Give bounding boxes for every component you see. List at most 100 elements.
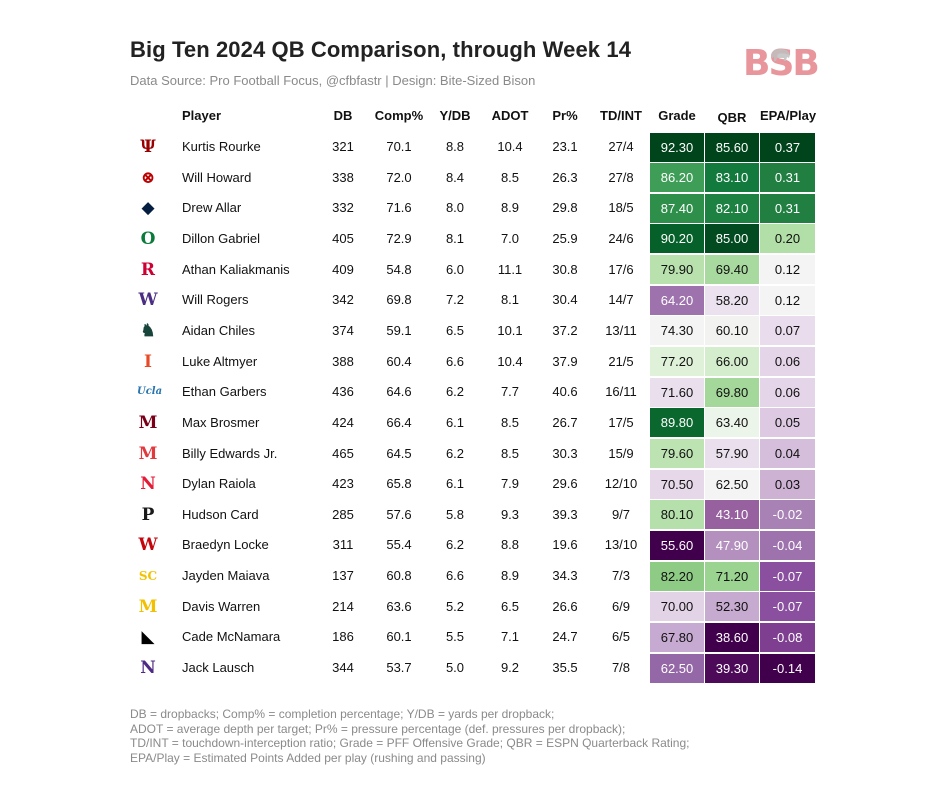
- cell-adot: 6.5: [500, 598, 520, 614]
- cell-comp: 60.4: [386, 353, 412, 369]
- cell-ydb: 6.0: [445, 261, 465, 277]
- cell-grade: 89.80: [650, 408, 704, 438]
- indiana-logo-icon: Ψ: [140, 137, 156, 157]
- cell-epa: -0.02: [760, 500, 815, 530]
- cell-db: 436: [332, 384, 354, 400]
- cell-tdint: 27/8: [608, 169, 634, 185]
- cell-qbr: 71.20: [705, 561, 759, 591]
- cell-comp: 64.6: [386, 384, 412, 400]
- cell-player: Dillon Gabriel: [182, 230, 261, 246]
- cell-db: 214: [332, 598, 354, 614]
- cell-grade: 55.60: [650, 530, 704, 560]
- northwestern-logo-icon: N: [140, 658, 156, 679]
- cell-qbr: 58.20: [705, 285, 759, 315]
- column-header-epa: EPA/Play: [760, 108, 817, 123]
- cell-comp: 55.4: [386, 537, 412, 553]
- cell-ydb: 6.1: [445, 476, 465, 492]
- nebraska-logo-icon: N: [140, 474, 156, 495]
- cell-tdint: 6/5: [611, 629, 631, 645]
- cell-tdint: 13/11: [605, 322, 637, 338]
- cell-epa: 0.31: [760, 163, 815, 193]
- cell-ydb: 5.5: [445, 629, 465, 645]
- cell-comp: 54.8: [386, 261, 412, 277]
- cell-ydb: 8.4: [445, 169, 465, 185]
- ohio-state-logo-icon: ⊗: [140, 167, 156, 188]
- cell-player: Jack Lausch: [182, 660, 255, 676]
- cell-tdint: 24/6: [608, 230, 634, 246]
- cell-player: Hudson Card: [182, 506, 259, 522]
- iowa-logo-icon: ◣: [141, 627, 155, 648]
- cell-db: 409: [332, 261, 354, 277]
- cell-tdint: 27/4: [608, 139, 634, 154]
- cell-grade: 62.50: [650, 653, 704, 683]
- cell-player: Davis Warren: [182, 598, 261, 614]
- cell-qbr: 66.00: [705, 347, 759, 377]
- cell-comp: 71.6: [386, 200, 412, 216]
- footer-line: ADOT = average depth per target; Pr% = p…: [130, 721, 626, 736]
- cell-adot: 8.5: [500, 414, 520, 430]
- cell-ydb: 6.5: [445, 322, 465, 338]
- cell-comp: 65.8: [386, 476, 412, 492]
- cell-grade: 87.40: [650, 193, 704, 223]
- cell-pr: 29.8: [552, 200, 578, 216]
- cell-epa: 0.04: [760, 439, 815, 468]
- cell-pr: 23.1: [552, 139, 578, 154]
- column-header-comp: Comp%: [374, 108, 424, 123]
- cell-qbr: 83.10: [705, 163, 759, 193]
- cell-grade: 67.80: [650, 622, 704, 652]
- column-header-pr: Pr%: [552, 108, 578, 123]
- cell-grade: 70.50: [650, 469, 704, 499]
- cell-epa: 0.37: [760, 132, 815, 162]
- cell-pr: 24.7: [552, 629, 578, 645]
- footer-line: EPA/Play = Estimated Points Added per pl…: [130, 750, 486, 765]
- purdue-logo-icon: P: [141, 504, 155, 525]
- cell-db: 338: [332, 169, 354, 185]
- cell-db: 332: [332, 200, 354, 216]
- cell-adot: 7.7: [500, 384, 520, 400]
- cell-adot: 8.8: [500, 537, 520, 553]
- cell-qbr: 69.40: [705, 255, 759, 285]
- cell-qbr: 57.90: [705, 439, 759, 468]
- cell-db: 137: [332, 568, 354, 584]
- cell-comp: 64.5: [386, 445, 412, 461]
- chart-subtitle: Data Source: Pro Football Focus, @cfbfas…: [130, 73, 536, 88]
- column-header-tdint: TD/INT: [600, 108, 642, 123]
- cell-db: 342: [332, 292, 354, 308]
- cell-adot: 8.5: [500, 445, 520, 461]
- cell-comp: 63.6: [386, 598, 412, 614]
- cell-grade: 70.00: [650, 592, 704, 622]
- cell-ydb: 6.6: [445, 353, 465, 369]
- cell-epa: 0.12: [760, 255, 815, 285]
- cell-ydb: 6.1: [445, 414, 465, 430]
- chart-title: Big Ten 2024 QB Comparison, through Week…: [130, 37, 632, 62]
- cell-ydb: 8.8: [445, 139, 465, 154]
- cell-tdint: 17/6: [608, 261, 634, 277]
- bison-icon: [771, 48, 790, 61]
- cell-tdint: 13/10: [604, 537, 638, 553]
- column-header-db: DB: [333, 108, 353, 123]
- cell-adot: 10.4: [497, 139, 523, 154]
- cell-db: 465: [332, 445, 354, 461]
- cell-adot: 7.0: [500, 230, 520, 246]
- cell-player: Drew Allar: [182, 200, 242, 216]
- cell-adot: 10.1: [497, 322, 523, 338]
- cell-db: 405: [332, 230, 354, 246]
- column-header-adot: ADOT: [491, 108, 529, 123]
- cell-ydb: 8.0: [445, 200, 465, 216]
- cell-pr: 30.8: [552, 261, 578, 277]
- cell-adot: 8.5: [500, 169, 520, 185]
- cell-epa: 0.31: [760, 193, 815, 223]
- column-header-qbr: QBR: [717, 110, 747, 125]
- cell-player: Max Brosmer: [182, 414, 260, 430]
- cell-epa: 0.03: [760, 469, 815, 499]
- cell-pr: 30.3: [552, 445, 578, 461]
- cell-db: 423: [332, 476, 354, 492]
- cell-grade: 64.20: [650, 285, 704, 315]
- column-header-grade: Grade: [658, 108, 696, 123]
- cell-qbr: 38.60: [705, 622, 759, 652]
- cell-qbr: 47.90: [705, 530, 759, 560]
- cell-ydb: 5.2: [445, 598, 465, 614]
- cell-qbr: 63.40: [705, 408, 759, 438]
- cell-player: Athan Kaliakmanis: [182, 261, 290, 277]
- cell-adot: 8.9: [500, 200, 520, 216]
